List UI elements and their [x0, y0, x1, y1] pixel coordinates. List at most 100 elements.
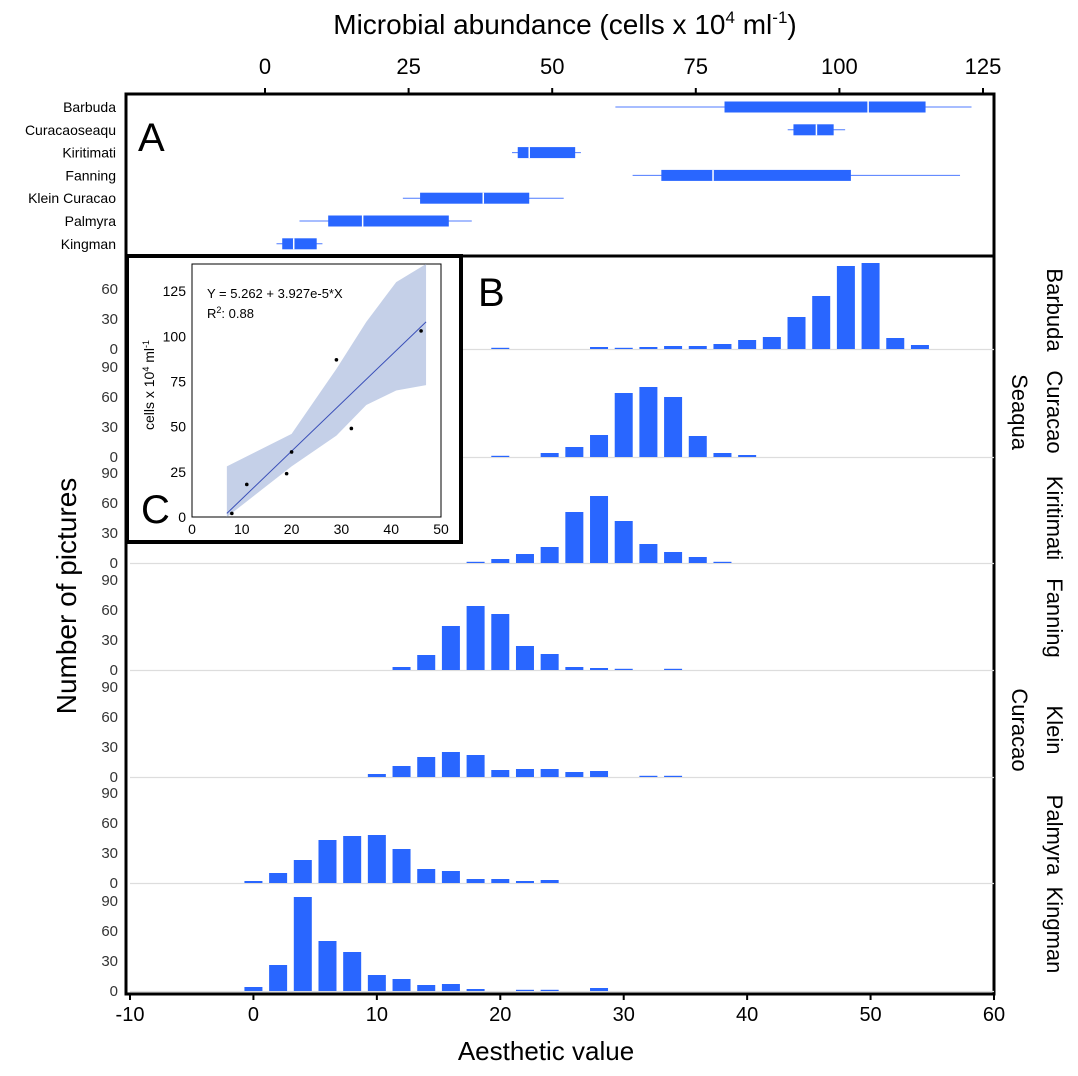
y-axis-title: Number of pictures — [51, 478, 82, 715]
histogram-bar — [664, 668, 683, 670]
scatter-x-tick-label: 40 — [383, 521, 399, 537]
histogram-bar — [392, 849, 411, 883]
panel-c-letter: C — [141, 488, 170, 532]
histogram-bar — [713, 453, 732, 457]
histogram-row-label: Fanning — [1042, 578, 1067, 658]
scatter-point — [349, 426, 354, 431]
panel-a-boxplot: Barbuda Curacaoseaqu Kiritimati Fanning Klei… — [25, 99, 972, 252]
scatter-x-tick-label: 20 — [284, 521, 300, 537]
histogram-bar — [417, 757, 436, 777]
bottom-tick-label: 20 — [489, 1004, 511, 1026]
histogram-bar — [392, 979, 411, 991]
histogram-bar — [392, 667, 411, 670]
histogram-bar — [491, 347, 510, 349]
bottom-tick-label: 10 — [366, 1004, 388, 1026]
boxplot-category-label: Fanning — [65, 167, 116, 183]
histogram-row-label: Kiritimati — [1042, 476, 1067, 560]
histogram-row-label: Klein — [1042, 706, 1067, 755]
histogram-y-tick-label: 60 — [101, 815, 118, 832]
scatter-point — [289, 450, 294, 454]
histogram-bar — [713, 561, 732, 563]
histogram-y-tick-label: 90 — [101, 465, 118, 482]
histogram-y-tick-label: 60 — [101, 602, 118, 619]
histogram-bar — [639, 775, 658, 777]
histogram-bar — [886, 338, 905, 349]
histogram-bar — [664, 552, 683, 563]
bottom-axis-title: Aesthetic value — [458, 1036, 634, 1066]
histogram-bar — [318, 941, 337, 991]
scatter-x-tick-label: 0 — [188, 521, 196, 537]
histogram-bar — [565, 512, 584, 563]
histogram-bar — [417, 985, 436, 991]
histogram-bar — [540, 453, 559, 457]
confidence-band — [226, 264, 427, 517]
histogram-bar — [713, 344, 732, 349]
histogram-y-tick-label: 30 — [101, 311, 118, 328]
scatter-x-tick-label: 30 — [334, 521, 350, 537]
bottom-tick-label: 0 — [248, 1004, 259, 1026]
histogram-bar — [466, 561, 485, 563]
histogram-bar — [614, 521, 633, 563]
scatter-point — [419, 329, 423, 333]
histogram-y-tick-label: 90 — [101, 572, 118, 589]
histogram-bar — [565, 447, 584, 457]
histogram-bar — [417, 655, 436, 670]
histogram-bar — [515, 554, 534, 563]
bottom-tick-label: 60 — [983, 1004, 1005, 1026]
bottom-tick-label: 30 — [613, 1004, 635, 1026]
panel-c-scatter: 0 10 20 30 40 50 0 25 50 75 100 125 Y = 5.262 + 3.92… — [141, 263, 449, 537]
histogram-row-label: Curacao — [1007, 688, 1032, 771]
histogram-bar — [762, 337, 781, 349]
scatter-y-tick-label: 25 — [170, 464, 186, 480]
boxplot-box — [282, 238, 317, 250]
histogram-bar — [738, 455, 757, 457]
histogram-bar — [466, 989, 485, 991]
boxplot-category-label: Palmyra — [65, 213, 117, 229]
histogram-bar — [787, 317, 806, 349]
bottom-tick-label: -10 — [116, 1004, 145, 1026]
histogram-y-tick-label: 90 — [101, 785, 118, 802]
histogram-bar — [664, 346, 683, 349]
histogram-bar — [836, 266, 855, 349]
histogram-y-tick-label: 0 — [110, 555, 118, 572]
histogram-bar — [515, 646, 534, 670]
boxplot-category-label: Kingman — [61, 236, 116, 252]
bottom-tick-label: 50 — [859, 1004, 881, 1026]
histogram-bar — [590, 771, 609, 777]
top-tick-label: 50 — [540, 54, 564, 79]
histogram-bar — [590, 435, 609, 457]
panel-b-letter: B — [478, 271, 505, 315]
scatter-point — [334, 357, 339, 362]
histogram-bar — [318, 840, 337, 883]
histogram-bar — [367, 774, 386, 777]
histogram-bar — [614, 393, 633, 457]
histogram-bar — [590, 668, 609, 670]
histogram-y-tick-label: 60 — [101, 281, 118, 298]
histogram-y-tick-label: 90 — [101, 893, 118, 910]
histogram-y-tick-label: 0 — [110, 662, 118, 679]
histogram-bar — [565, 772, 584, 777]
histogram-bar — [515, 881, 534, 883]
histogram-row-label: Curacao — [1042, 370, 1067, 453]
histogram-bar — [269, 873, 288, 883]
histogram-bar — [590, 988, 609, 991]
histogram-bar — [491, 614, 510, 670]
histogram-bar — [639, 347, 658, 349]
histogram-y-tick-label: 60 — [101, 709, 118, 726]
histogram-bar — [441, 752, 460, 777]
histogram-y-tick-label: 0 — [110, 875, 118, 892]
histogram-bar — [244, 881, 263, 883]
histogram-bar — [540, 769, 559, 777]
scatter-y-tick-label: 75 — [170, 373, 186, 389]
histogram-y-tick-label: 0 — [110, 769, 118, 786]
r-squared-label: R2: 0.88 — [207, 305, 254, 321]
histogram-bar — [441, 626, 460, 670]
histogram-bar — [664, 397, 683, 457]
histogram-bar — [639, 387, 658, 457]
boxplot-box — [793, 124, 834, 136]
histogram-bar — [565, 667, 584, 670]
top-axis-ticks: 0 25 50 75 100 125 — [259, 54, 1001, 94]
histogram-row-label: Barbuda — [1042, 268, 1067, 352]
top-tick-label: 75 — [684, 54, 708, 79]
histogram-bar — [664, 775, 683, 777]
